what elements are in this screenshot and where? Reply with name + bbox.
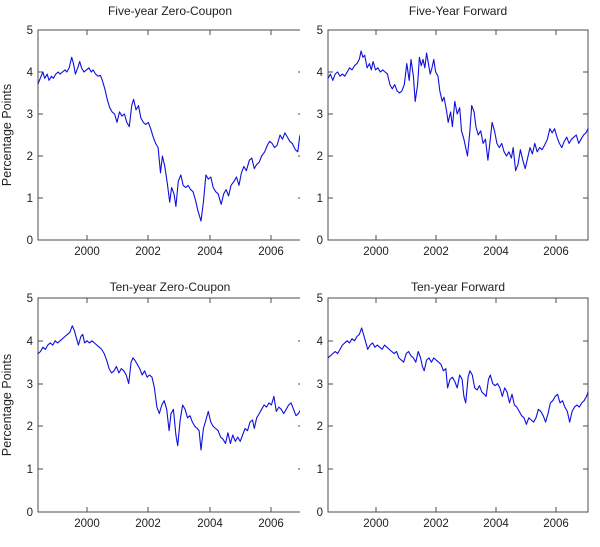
y-tick-label: 4 (27, 67, 34, 79)
axes-box (37, 29, 300, 241)
chart-title: Five-Year Forward (409, 4, 507, 18)
y-tick-label: 2 (317, 421, 323, 433)
y-tick-label: 3 (27, 379, 33, 391)
y-tick-label: 3 (317, 109, 323, 121)
y-tick-label: 2 (317, 151, 323, 163)
y-tick-label: 2 (27, 151, 33, 163)
x-tick-label: 2006 (543, 246, 569, 258)
y-tick-label: 4 (317, 67, 324, 79)
chart-five-year-zero-coupon: Five-year Zero-Coupon Percentage Points … (0, 4, 300, 258)
data-series-line (327, 327, 589, 425)
x-tick-label: 2006 (258, 518, 284, 530)
chart-title: Five-year Zero-Coupon (108, 4, 232, 18)
data-series-line (37, 56, 300, 222)
x-tick-label: 2006 (258, 246, 284, 258)
x-tick-label: 2000 (363, 246, 389, 258)
y-tick-label: 5 (317, 25, 323, 37)
x-tick-label: 2000 (74, 246, 100, 258)
series-layer (37, 325, 300, 451)
y-tick-label: 0 (27, 507, 33, 519)
x-tick-label: 2004 (197, 518, 223, 530)
y-tick-label: 5 (27, 293, 33, 305)
y-tick-label: 1 (27, 193, 33, 205)
x-tick-label: 2004 (197, 246, 223, 258)
axes-box (327, 29, 589, 241)
y-axis-label: Percentage Points (0, 84, 14, 186)
axes-box (37, 297, 300, 513)
y-tick-label: 1 (317, 193, 323, 205)
chart-title: Ten-year Zero-Coupon (110, 280, 231, 294)
chart-ten-year-zero-coupon: Ten-year Zero-Coupon Percentage Points 2… (0, 280, 300, 530)
y-tick-label: 5 (317, 293, 323, 305)
y-tick-label: 0 (27, 235, 33, 247)
y-tick-label: 3 (317, 379, 323, 391)
y-tick-label: 0 (317, 235, 323, 247)
series-layer (327, 327, 589, 425)
x-tick-label: 2002 (423, 518, 449, 530)
axes-layer: 2000 2002 2004 2006 0 1 2 3 4 5 (27, 293, 300, 530)
axes-layer: 2000 2002 2004 2006 0 1 2 3 4 5 (317, 25, 589, 258)
series-layer (327, 50, 589, 172)
y-tick-label: 1 (317, 464, 323, 476)
x-tick-label: 2004 (483, 246, 509, 258)
chart-five-year-forward: Five-Year Forward 2000 2002 2004 2006 0 1 2 3 4 5 (317, 4, 589, 258)
y-tick-label: 2 (27, 421, 33, 433)
series-layer (37, 56, 300, 222)
chart-title: Ten-year Forward (411, 280, 505, 294)
y-tick-label: 3 (27, 109, 33, 121)
y-tick-label: 4 (27, 336, 34, 348)
x-tick-label: 2002 (423, 246, 449, 258)
x-tick-label: 2000 (363, 518, 389, 530)
data-series-line (327, 50, 589, 172)
x-tick-label: 2004 (483, 518, 509, 530)
x-tick-label: 2002 (135, 246, 161, 258)
data-series-line (37, 325, 300, 451)
x-tick-label: 2006 (543, 518, 569, 530)
y-axis-label: Percentage Points (0, 354, 14, 456)
y-tick-label: 1 (27, 464, 33, 476)
chart-ten-year-forward: Ten-year Forward 2000 2002 2004 2006 0 1 2 3 4 5 (317, 280, 589, 530)
axes-box (327, 297, 589, 513)
x-tick-label: 2002 (135, 518, 161, 530)
axes-layer: 2000 2002 2004 2006 0 1 2 3 4 5 (27, 25, 300, 258)
y-tick-label: 5 (27, 25, 33, 37)
y-tick-label: 4 (317, 336, 324, 348)
y-tick-label: 0 (317, 507, 323, 519)
axes-layer: 2000 2002 2004 2006 0 1 2 3 4 5 (317, 293, 589, 530)
x-tick-label: 2000 (74, 518, 100, 530)
